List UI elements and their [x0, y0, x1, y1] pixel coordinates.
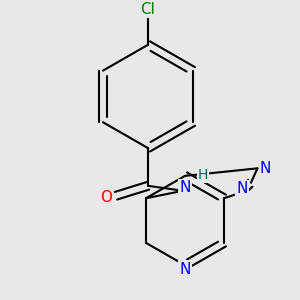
Text: O: O [100, 190, 112, 205]
Text: H: H [198, 168, 208, 182]
Text: N: N [179, 262, 191, 277]
Text: N: N [236, 181, 248, 196]
Text: Cl: Cl [141, 2, 155, 16]
Text: N: N [260, 161, 271, 176]
Text: N: N [179, 180, 191, 195]
